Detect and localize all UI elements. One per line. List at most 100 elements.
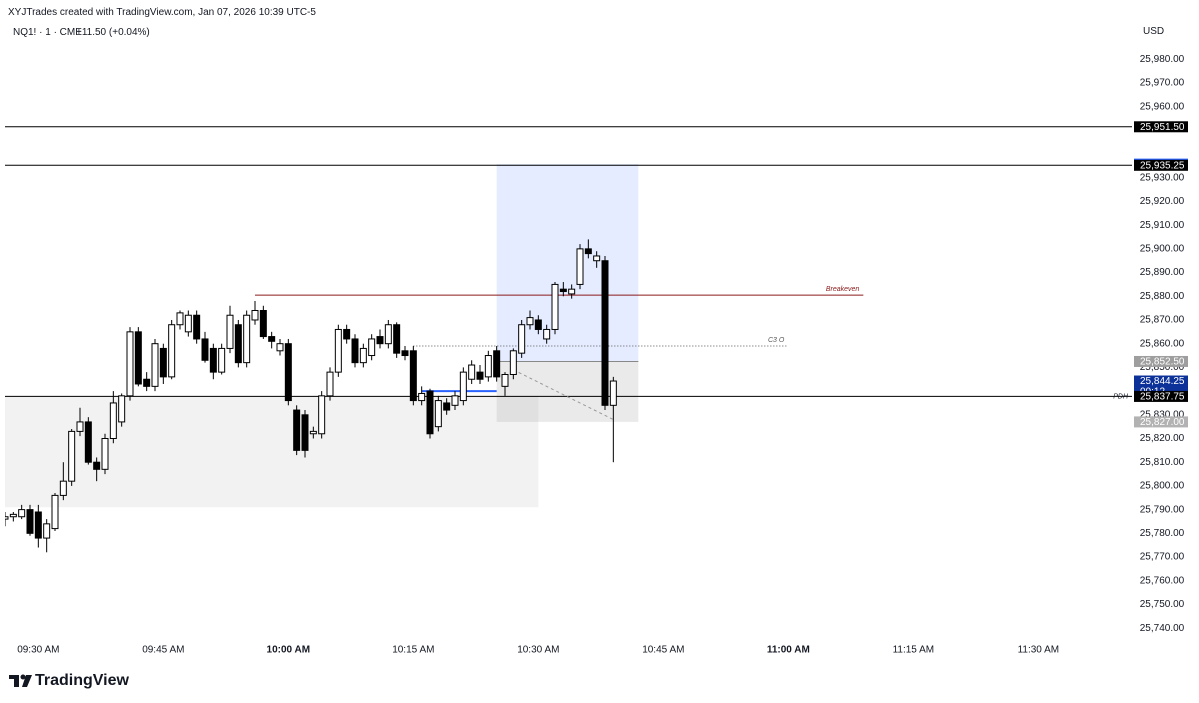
candle-body xyxy=(276,343,284,352)
candle-body xyxy=(468,364,476,380)
candle-body xyxy=(284,343,292,402)
x-tick-label: 11:15 AM xyxy=(893,645,935,656)
y-tick-label: 25,820.00 xyxy=(1140,433,1185,444)
candle-body xyxy=(426,390,434,435)
candle-body xyxy=(201,338,209,361)
candle-body xyxy=(534,319,542,330)
y-tick-label: 25,900.00 xyxy=(1140,244,1185,255)
y-tick-label: 25,870.00 xyxy=(1140,315,1185,326)
candle-body xyxy=(243,314,251,364)
price-badge xyxy=(1134,355,1188,367)
level-text: PDH xyxy=(1113,393,1129,400)
candle-body xyxy=(518,324,526,354)
candle-body xyxy=(501,374,509,387)
brand: TradingView xyxy=(35,672,130,689)
candle-body xyxy=(493,350,501,378)
candle-body xyxy=(209,347,217,373)
x-tick-label: 11:30 AM xyxy=(1018,645,1060,656)
candle-body xyxy=(143,378,151,387)
candle-body xyxy=(293,409,301,451)
y-tick-label: 25,800.00 xyxy=(1140,481,1185,492)
candle-body xyxy=(159,347,167,378)
candle-body xyxy=(318,395,326,435)
candle-body xyxy=(51,494,59,530)
candle-body xyxy=(459,371,467,402)
candle-body xyxy=(376,336,384,345)
y-tick-label: 25,910.00 xyxy=(1140,220,1185,231)
change: +11.50 (+0.04%) xyxy=(76,27,150,38)
x-tick-label: 10:00 AM xyxy=(267,645,311,656)
x-tick-label: 09:30 AM xyxy=(17,645,59,656)
y-tick-label: 25,960.00 xyxy=(1140,101,1185,112)
header-title: XYJTrades created with TradingView.com, … xyxy=(8,7,316,18)
candle-body xyxy=(5,516,9,520)
candle-body xyxy=(76,421,84,432)
currency: USD xyxy=(1143,26,1165,37)
candle-body xyxy=(268,336,276,342)
candle-body xyxy=(568,288,576,295)
candle-body xyxy=(401,350,409,357)
y-tick-label: 25,980.00 xyxy=(1140,54,1185,65)
candle-body xyxy=(118,395,126,423)
candle-body xyxy=(259,309,267,338)
candle-body xyxy=(176,312,184,326)
candle-body xyxy=(343,328,351,340)
symbol: NQ1! · 1 · CME xyxy=(13,27,82,38)
candle-body xyxy=(584,248,592,255)
x-tick-label: 11:00 AM xyxy=(767,645,810,656)
candle-body xyxy=(226,314,234,349)
zone xyxy=(5,396,539,508)
price-badge-label: 25,837.75 xyxy=(1140,392,1185,403)
candle-body xyxy=(9,513,17,518)
logo: TradingView xyxy=(9,672,130,689)
price-badge xyxy=(1134,159,1188,171)
y-tick-label: 25,810.00 xyxy=(1140,457,1185,468)
y-tick-label: 25,740.00 xyxy=(1140,623,1185,634)
y-tick-label: 25,890.00 xyxy=(1140,267,1185,278)
candle-body xyxy=(384,324,392,345)
candle-body xyxy=(93,461,101,470)
candle-body xyxy=(43,523,51,539)
y-tick-label: 25,830.00 xyxy=(1140,409,1185,420)
candle-body xyxy=(334,328,342,373)
price-badge-label: 25,852.50 xyxy=(1140,357,1185,368)
candle-body xyxy=(451,395,459,406)
candle-body xyxy=(434,400,442,428)
candle-body xyxy=(418,392,426,402)
annotation-text: C3 O xyxy=(768,337,785,344)
plot-area: PDH Breakeven C3 O xyxy=(5,126,1132,553)
y-tick-label: 25,750.00 xyxy=(1140,599,1185,610)
price-badge-label: 25,935.25 xyxy=(1140,160,1185,171)
candle-body xyxy=(59,480,67,496)
candle-body xyxy=(101,438,109,470)
candle-body xyxy=(218,347,226,373)
candle-body xyxy=(34,511,42,539)
y-tick-label: 25,930.00 xyxy=(1140,172,1185,183)
candle-body xyxy=(593,255,601,262)
candle-body xyxy=(601,260,609,406)
candle-body xyxy=(351,338,359,364)
candle-body xyxy=(151,343,159,387)
candle-body xyxy=(301,414,309,451)
candle-body xyxy=(359,347,367,364)
price-axis: 25,740.00 25,750.00 25,760.00 25,770.00 25,7… xyxy=(1132,54,1188,634)
price-badge xyxy=(1134,121,1188,133)
candle-body xyxy=(576,248,584,285)
candle-body xyxy=(18,509,26,518)
candle-body xyxy=(251,309,259,321)
candle-body xyxy=(193,314,201,340)
candle-body xyxy=(393,324,401,354)
y-tick-label: 25,760.00 xyxy=(1140,575,1185,586)
candle-body xyxy=(326,371,334,397)
x-tick-label: 09:45 AM xyxy=(142,645,184,656)
y-tick-label: 25,860.00 xyxy=(1140,338,1185,349)
price-badge xyxy=(1134,390,1188,402)
candle-body xyxy=(509,350,517,376)
candle-body xyxy=(309,430,317,435)
y-tick-label: 25,880.00 xyxy=(1140,291,1185,302)
y-tick-label: 25,850.00 xyxy=(1140,362,1185,373)
candle-body xyxy=(526,317,534,326)
candle-body xyxy=(109,402,117,440)
candle-body xyxy=(68,430,76,482)
